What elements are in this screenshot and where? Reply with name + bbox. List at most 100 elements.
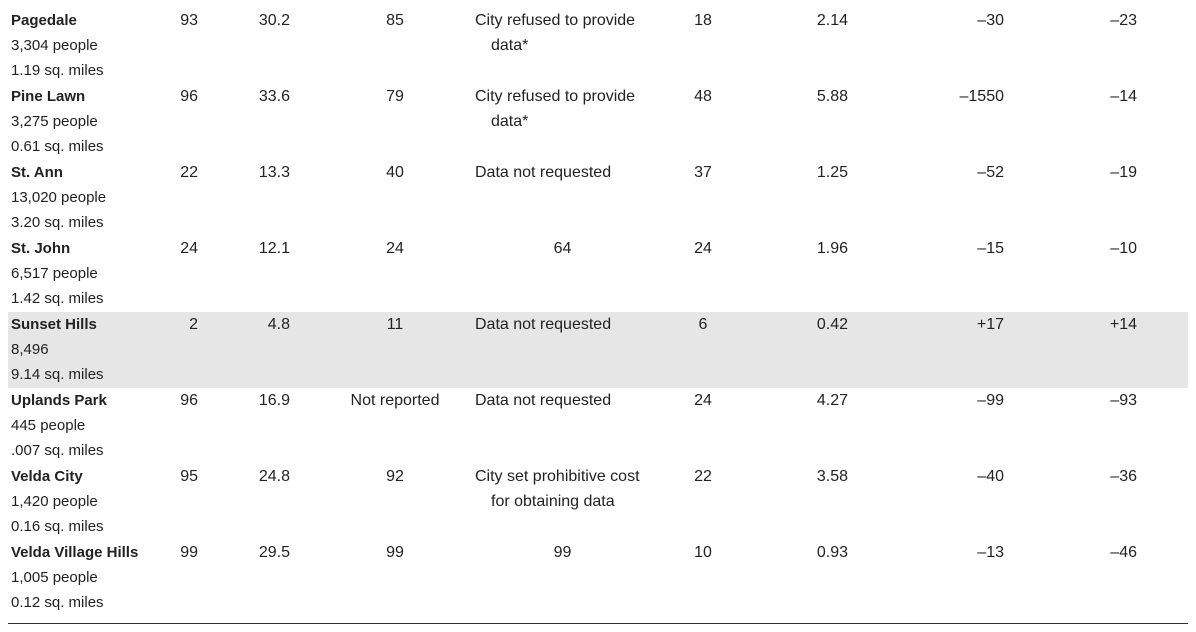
cell-value: 4.8 [267,316,290,333]
cell-value: 5.88 [816,88,848,105]
population: 445 people [11,417,86,434]
cell-value: 1.96 [816,240,848,257]
cell-value: 48 [694,88,712,105]
cell-value: 18 [694,12,712,29]
cell-value: 37 [694,164,712,181]
spacer [290,540,315,616]
cell-value: 10 [694,544,712,561]
spacer [290,84,315,160]
area: 1.42 sq. miles [11,290,104,307]
cell-value: 24 [694,392,712,409]
population: 13,020 people [11,189,107,206]
cell-value: 93 [180,12,198,29]
population: 3,275 people [11,113,98,130]
cell-value: 64 [553,240,572,257]
cell-value: +17 [976,316,1004,333]
place-name: Velda City [11,468,83,485]
cell-value: 24 [694,240,712,257]
area: 0.16 sq. miles [11,518,104,535]
cell-value: –10 [1110,240,1137,257]
area: 1.19 sq. miles [11,62,104,79]
cell-value: 6 [698,316,708,333]
place-cell: St. John 6,517 people 1.42 sq. miles [8,236,165,312]
place-cell: Pagedale 3,304 people 1.19 sq. miles [8,8,165,84]
place-cell: St. Ann 13,020 people 3.20 sq. miles [8,160,165,236]
cell-value: 24 [180,240,198,257]
area: 3.20 sq. miles [11,214,104,231]
cell-value: 99 [180,544,198,561]
cell-value: 24 [386,240,404,257]
cell-value: 85 [386,12,404,29]
population: 3,304 people [11,37,98,54]
cell-value: –99 [977,392,1004,409]
cell-value: –14 [1110,88,1137,105]
area: .007 sq. miles [11,442,104,459]
cell-value: 16.9 [258,392,290,409]
cell-value: 29.5 [258,544,290,561]
table-row: Velda Village Hills 1,005 people 0.12 sq. … [8,540,1188,616]
population: 1,420 people [11,493,98,510]
population: 8,496 [11,341,49,358]
cell-value: –23 [1110,12,1137,29]
spacer [290,312,315,388]
cell-value: 2 [189,316,198,333]
spacer [290,8,315,84]
spacer [290,160,315,236]
cell-value: 79 [386,88,404,105]
cell-value: 95 [180,468,198,485]
place-name: Pagedale [11,12,77,29]
cell-value: 22 [694,468,712,485]
cell-value: 33.6 [258,88,290,105]
place-cell: Sunset Hills 8,496 9.14 sq. miles [8,312,165,388]
place-name: Pine Lawn [11,88,86,105]
table-row: Pagedale 3,304 people 1.19 sq. miles 93 30.2… [8,8,1188,84]
cell-value: –15 [977,240,1004,257]
cell-value: +14 [1109,316,1137,333]
cell-value: –52 [977,164,1004,181]
cell-value: City refused to provide data* [475,88,636,130]
table-row: St. John 6,517 people 1.42 sq. miles 24 12.1… [8,236,1188,312]
cell-value: –13 [977,544,1004,561]
place-name: Sunset Hills [11,316,97,333]
cell-value: 0.42 [816,316,848,333]
cell-value: Not reported [350,392,440,409]
cell-value: –46 [1110,544,1137,561]
cell-value: 11 [386,316,404,333]
place-name: St. John [11,240,71,257]
cell-value: City set prohibitive cost for obtaining … [475,468,640,510]
cell-value: 99 [386,544,404,561]
spacer [290,388,315,464]
population: 1,005 people [11,569,98,586]
cell-value: Data not requested [475,316,612,333]
cell-value: 99 [553,544,572,561]
population: 6,517 people [11,265,98,282]
cell-value: 1.25 [816,164,848,181]
place-cell: Uplands Park 445 people .007 sq. miles [8,388,165,464]
cell-value: 30.2 [258,12,290,29]
cell-value: Data not requested [475,392,612,409]
cell-value: City refused to provide data* [475,12,636,54]
spacer [290,236,315,312]
table-row: Velda City 1,420 people 0.16 sq. miles 95 24… [8,464,1188,540]
table: Pagedale 3,304 people 1.19 sq. miles 93 30.2… [8,8,1188,616]
cell-value: 0.93 [816,544,848,561]
place-name: Uplands Park [11,392,107,409]
table-row: Sunset Hills 8,496 9.14 sq. miles 2 4.8 11 Dat… [8,312,1188,388]
cell-value: 92 [386,468,404,485]
cell-value: 12.1 [258,240,290,257]
area: 9.14 sq. miles [11,366,104,383]
cell-value: 96 [180,392,198,409]
cell-value: –40 [977,468,1004,485]
place-name: Velda Village Hills [11,544,139,561]
cell-value: 2.14 [816,12,848,29]
cell-value: Data not requested [475,164,612,181]
cell-value: –30 [977,12,1004,29]
place-name: St. Ann [11,164,63,181]
cell-value: 96 [180,88,198,105]
cell-value: –36 [1110,468,1137,485]
cell-value: –1550 [959,88,1005,105]
cell-value: 13.3 [258,164,290,181]
cell-value: 3.58 [816,468,848,485]
place-cell: Velda City 1,420 people 0.16 sq. miles [8,464,165,540]
